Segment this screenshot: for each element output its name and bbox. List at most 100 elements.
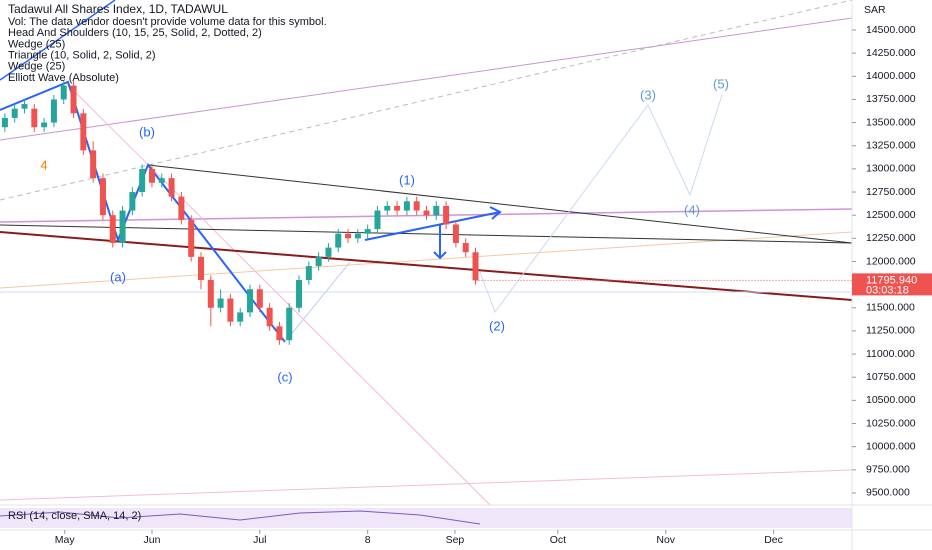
x-tick-label: Nov [656, 534, 675, 546]
candle-body [335, 233, 342, 248]
price-tag [852, 273, 932, 296]
candle-body [296, 280, 303, 308]
candle-body [178, 196, 185, 220]
y-tick-label: 12000.000 [866, 255, 916, 267]
arrow-head [433, 251, 447, 260]
candle-body [384, 205, 391, 211]
candle-body [197, 256, 204, 280]
wave-label: (3) [640, 87, 656, 102]
candle-body [423, 210, 430, 216]
y-tick-label: 11250.000 [866, 325, 915, 337]
legend-line: Triangle (10, Solid, 2, Solid, 2) [8, 50, 156, 62]
candle-body [168, 178, 175, 197]
legend-line: Elliott Wave (Absolute) [8, 72, 119, 84]
x-tick-label: Dec [764, 534, 783, 546]
candle-body [305, 266, 312, 280]
countdown: 03:03:18 [866, 284, 909, 296]
x-tick-label: 8 [365, 534, 371, 546]
currency: SAR [864, 4, 886, 16]
y-tick-label: 10000.000 [866, 440, 916, 452]
candle-body [374, 210, 381, 230]
candle-body [452, 224, 459, 243]
wave-label: (2) [489, 318, 505, 333]
wave-label: (a) [110, 269, 126, 284]
orange-line [0, 231, 853, 289]
candle-body [129, 192, 136, 211]
wave-label: (1) [399, 172, 415, 187]
pink-line [67, 84, 491, 506]
candle-body [315, 256, 322, 267]
candle-body [1, 117, 8, 128]
candle-body [266, 307, 273, 327]
candle-body [80, 113, 87, 151]
legend-line: Wedge (25) [8, 38, 65, 50]
wave-label: (5) [713, 76, 729, 91]
candle-body [90, 150, 97, 179]
candle-body [394, 205, 401, 211]
x-tick-label: Jul [253, 534, 266, 546]
candle-body [325, 247, 332, 257]
projected-wave [479, 94, 723, 314]
legend-line: Head And Shoulders (10, 15, 25, Solid, 2… [8, 27, 262, 39]
candle-body [462, 242, 469, 253]
wedge-line [0, 0, 116, 81]
y-tick-label: 13500.000 [866, 116, 916, 128]
arrow-head [489, 206, 502, 220]
wave-label: (4) [684, 202, 700, 217]
y-tick-label: 9500.000 [866, 487, 910, 499]
candle-body [21, 104, 28, 109]
candle-body [354, 233, 361, 239]
rsi-band [0, 508, 852, 528]
candle-body [31, 108, 38, 128]
wave-label: 4 [40, 157, 47, 172]
candle-body [99, 178, 106, 216]
trend-line [0, 231, 853, 301]
candle-body [148, 168, 155, 183]
indicator-label: RSI (14, close, SMA, 14, 2) [8, 510, 141, 522]
candle-body [345, 233, 352, 239]
x-tick-label: Sep [446, 534, 465, 546]
candle-body [158, 178, 165, 183]
x-tick-label: May [55, 534, 76, 546]
candle-body [227, 298, 234, 322]
arrow [364, 211, 501, 241]
y-tick-label: 14250.000 [866, 47, 916, 59]
candle-body [443, 205, 450, 225]
candle-body [237, 312, 244, 322]
candle-body [472, 252, 479, 281]
y-tick-label: 10500.000 [866, 394, 916, 406]
candle-body [217, 298, 224, 308]
y-tick-label: 13750.000 [866, 93, 916, 105]
legend-line: Wedge (25) [8, 61, 65, 73]
candle-body [433, 205, 440, 216]
candle-body [50, 99, 57, 123]
candle-body [207, 280, 214, 308]
y-tick-label: 10250.000 [866, 417, 916, 429]
y-tick-label: 12250.000 [866, 232, 916, 244]
candle-body [276, 326, 283, 341]
chart-title: Tadawul All Shares Index, 1D, TADAWUL [8, 2, 228, 16]
candle-body [403, 201, 410, 211]
y-tick-label: 14500.000 [866, 24, 916, 36]
wave-line [0, 80, 286, 343]
candle-body [286, 307, 293, 341]
candle-body [70, 85, 77, 114]
legend-line: Vol: The data vendor doesn't provide vol… [8, 16, 327, 28]
y-tick-label: 12500.000 [866, 209, 916, 221]
candle-body [11, 108, 18, 118]
y-tick-label: 13250.000 [866, 140, 916, 152]
triangle-line [147, 164, 853, 244]
candle-body [60, 85, 67, 100]
y-tick-label: 9750.000 [866, 464, 910, 476]
candle-body [364, 229, 371, 234]
y-tick-label: 14000.000 [866, 70, 916, 82]
price-tag-label: 11795.940 [866, 274, 917, 286]
purple-line [0, 17, 853, 141]
y-tick-label: 12750.000 [866, 186, 916, 198]
candle-body [41, 122, 48, 128]
x-tick-label: Jun [143, 534, 160, 546]
y-tick-label: 11000.000 [866, 348, 915, 360]
candle-body [247, 289, 254, 313]
candle-body [188, 219, 195, 257]
